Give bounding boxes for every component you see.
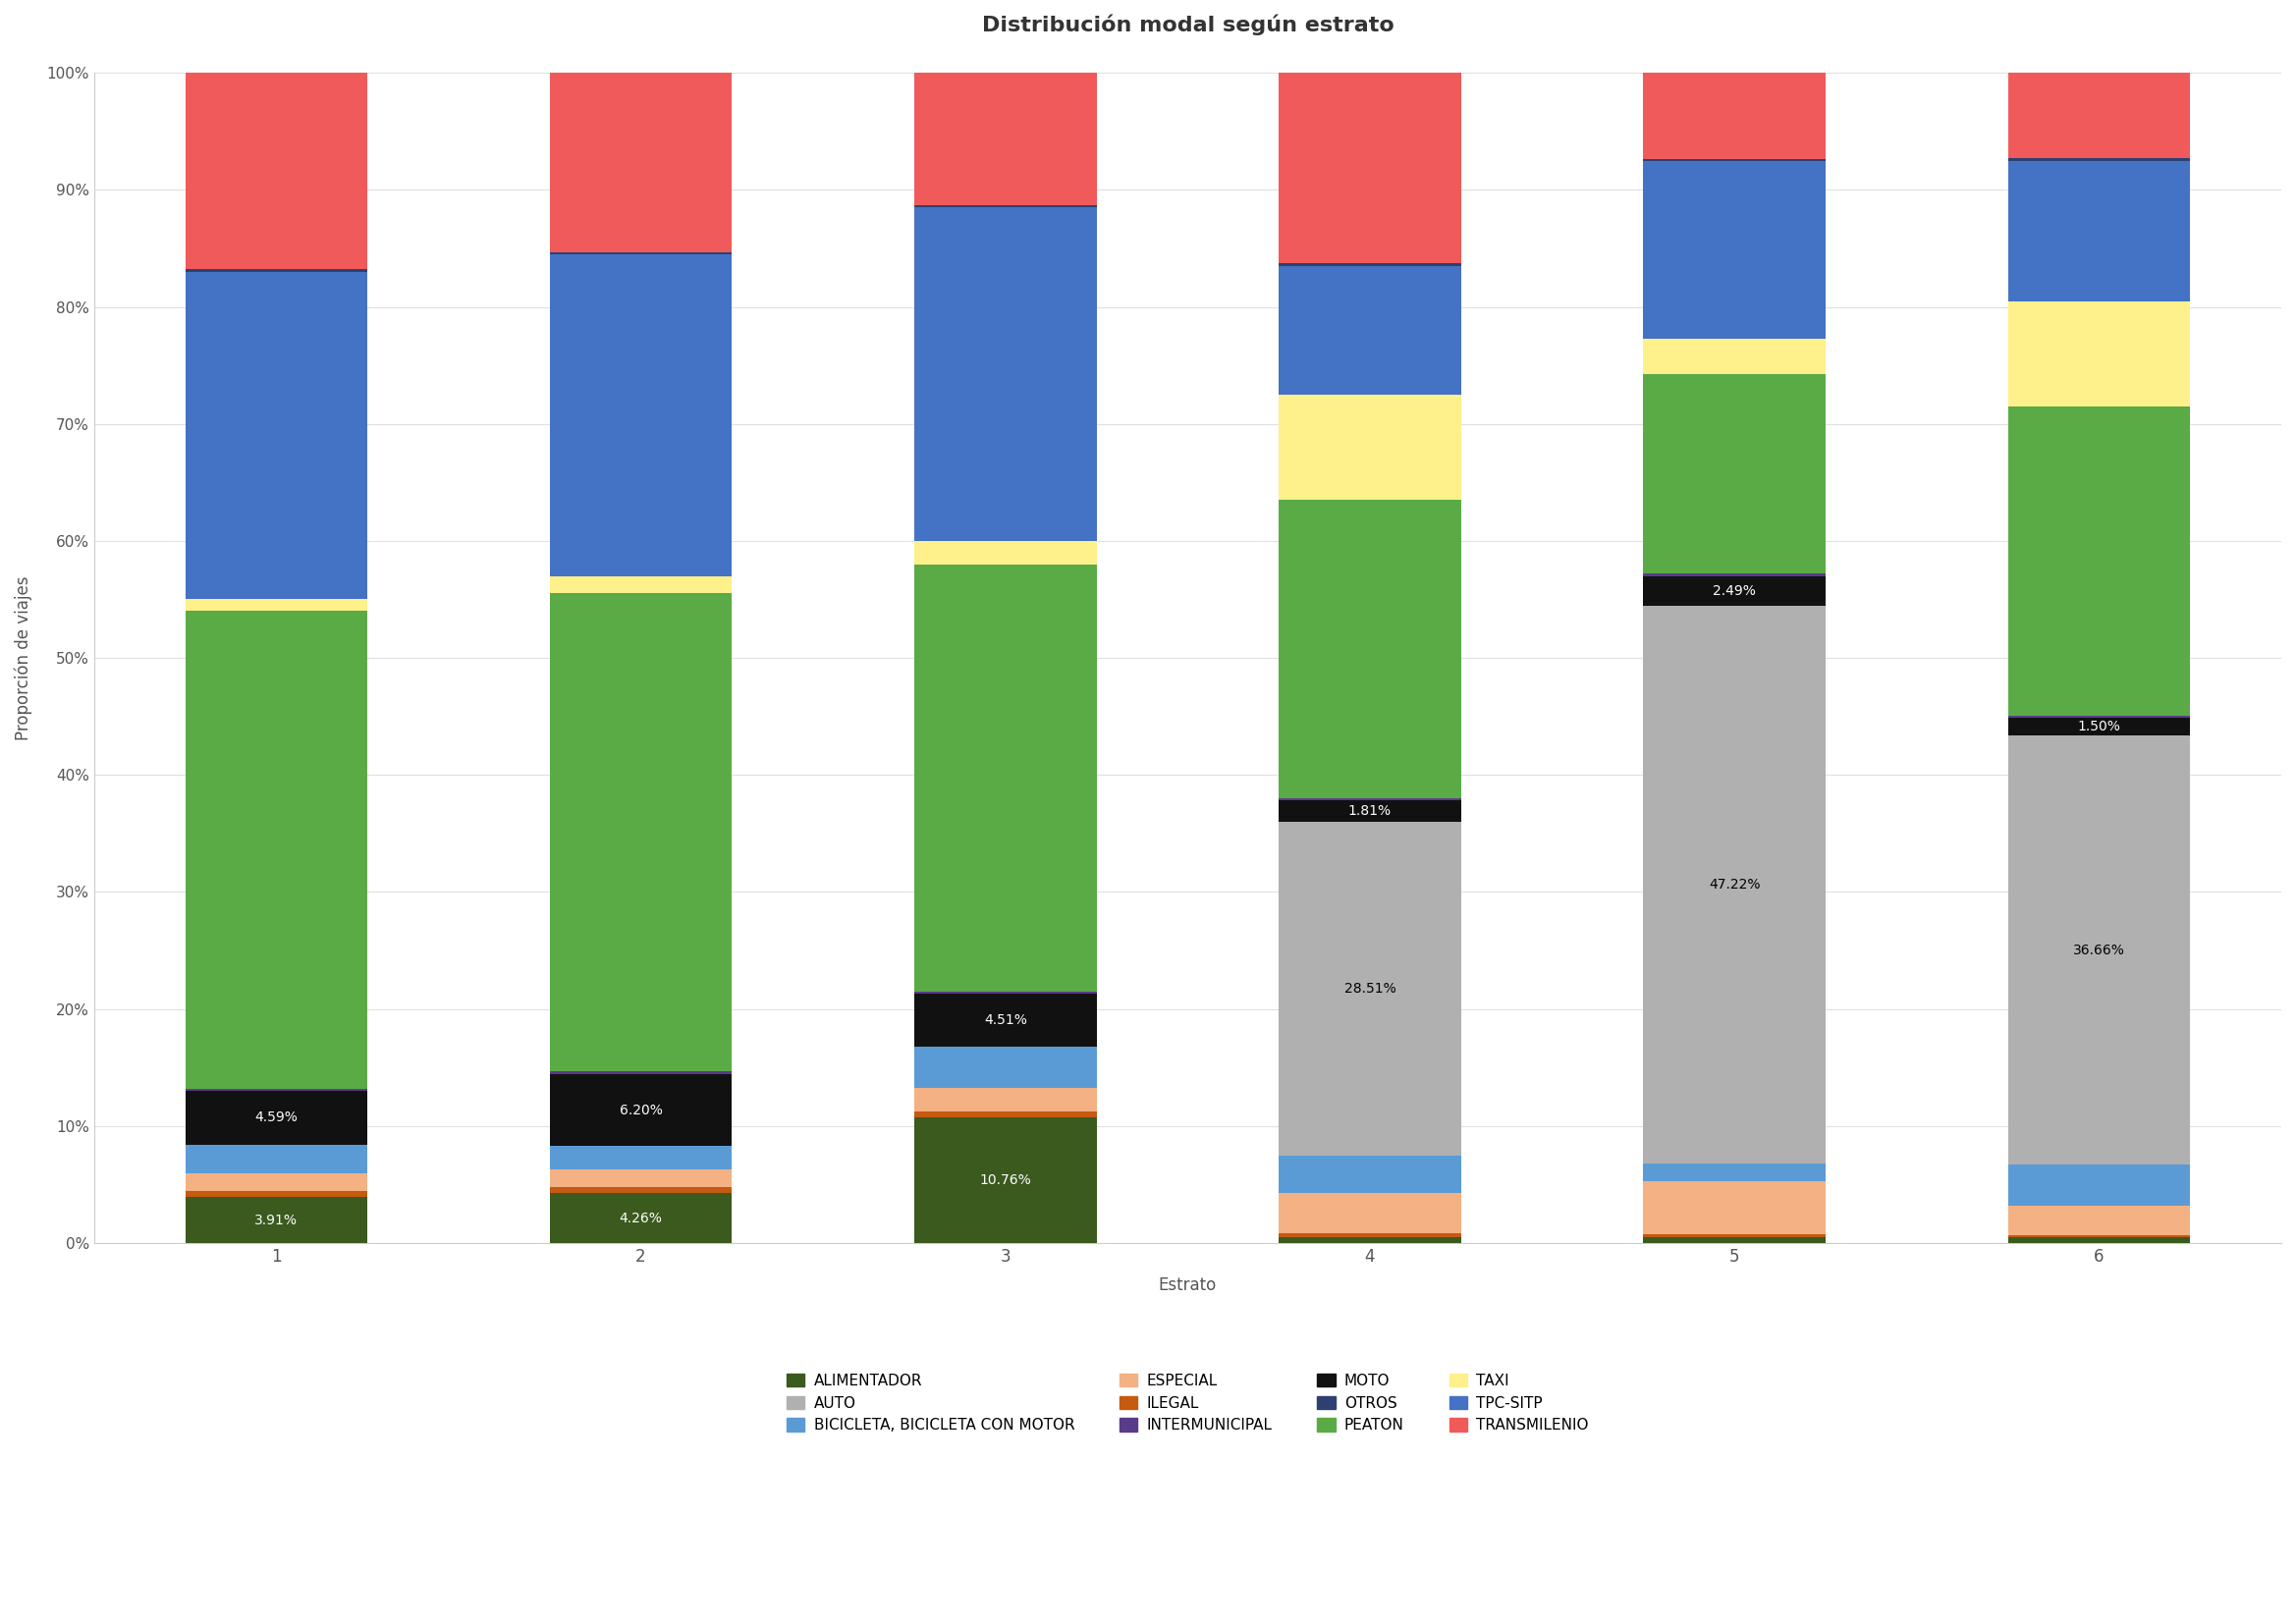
Bar: [1644, 339, 1825, 374]
Bar: [914, 541, 1097, 564]
Bar: [186, 1192, 367, 1197]
Bar: [2009, 1164, 2190, 1205]
Bar: [549, 1072, 732, 1073]
Text: 36.66%: 36.66%: [2073, 944, 2126, 957]
Text: 47.22%: 47.22%: [1708, 879, 1761, 892]
Bar: [186, 270, 367, 271]
Bar: [186, 1088, 367, 1091]
Bar: [2009, 1237, 2190, 1242]
Bar: [914, 994, 1097, 1047]
Bar: [1644, 1182, 1825, 1234]
Bar: [914, 564, 1097, 992]
Bar: [186, 1174, 367, 1192]
Bar: [1279, 500, 1460, 797]
Bar: [2009, 1234, 2190, 1237]
Bar: [1644, 577, 1825, 606]
Bar: [2009, 158, 2190, 161]
Bar: [549, 73, 732, 252]
Bar: [549, 1169, 732, 1187]
Text: 1.81%: 1.81%: [1348, 804, 1391, 818]
Bar: [914, 73, 1097, 205]
Bar: [2009, 736, 2190, 1164]
Bar: [2009, 1205, 2190, 1234]
Bar: [2009, 406, 2190, 716]
Bar: [1279, 395, 1460, 500]
Bar: [1644, 159, 1825, 161]
Text: 6.20%: 6.20%: [620, 1103, 661, 1117]
Bar: [549, 252, 732, 255]
Bar: [1279, 1155, 1460, 1192]
Bar: [1279, 263, 1460, 266]
Bar: [2009, 300, 2190, 406]
Bar: [914, 1088, 1097, 1111]
Text: 2.49%: 2.49%: [1713, 585, 1756, 598]
Bar: [1644, 1234, 1825, 1237]
Bar: [186, 271, 367, 599]
Bar: [1644, 1164, 1825, 1182]
Text: 10.76%: 10.76%: [980, 1173, 1031, 1187]
X-axis label: Estrato: Estrato: [1159, 1276, 1217, 1294]
Bar: [1644, 161, 1825, 339]
Legend: ALIMENTADOR, AUTO, BICICLETA, BICICLETA CON MOTOR, ESPECIAL, ILEGAL, INTERMUNICI: ALIMENTADOR, AUTO, BICICLETA, BICICLETA …: [781, 1367, 1593, 1439]
Bar: [186, 1091, 367, 1145]
Bar: [186, 1145, 367, 1174]
Bar: [1279, 1234, 1460, 1237]
Bar: [1644, 606, 1825, 1164]
Text: 3.91%: 3.91%: [255, 1213, 298, 1226]
Bar: [914, 1047, 1097, 1088]
Bar: [186, 611, 367, 1088]
Bar: [549, 593, 732, 1072]
Bar: [1279, 797, 1460, 801]
Bar: [914, 1117, 1097, 1242]
Bar: [549, 1147, 732, 1169]
Bar: [1279, 1237, 1460, 1242]
Bar: [186, 1197, 367, 1242]
Bar: [186, 73, 367, 270]
Bar: [1644, 1237, 1825, 1242]
Bar: [2009, 718, 2190, 736]
Bar: [2009, 716, 2190, 718]
Bar: [549, 1194, 732, 1242]
Bar: [1644, 573, 1825, 577]
Bar: [914, 205, 1097, 208]
Bar: [1279, 1192, 1460, 1234]
Bar: [549, 1187, 732, 1194]
Text: 4.26%: 4.26%: [620, 1212, 661, 1224]
Bar: [2009, 73, 2190, 158]
Bar: [1279, 73, 1460, 263]
Bar: [1279, 801, 1460, 822]
Bar: [1279, 822, 1460, 1155]
Bar: [1279, 266, 1460, 395]
Bar: [549, 1073, 732, 1147]
Bar: [1644, 73, 1825, 159]
Bar: [549, 255, 732, 577]
Bar: [914, 992, 1097, 994]
Bar: [2009, 161, 2190, 300]
Text: 1.50%: 1.50%: [2078, 719, 2122, 734]
Bar: [186, 599, 367, 611]
Title: Distribución modal según estrato: Distribución modal según estrato: [983, 15, 1394, 36]
Bar: [914, 1111, 1097, 1117]
Text: 28.51%: 28.51%: [1343, 981, 1396, 996]
Bar: [914, 208, 1097, 541]
Text: 4.51%: 4.51%: [985, 1013, 1026, 1028]
Bar: [549, 577, 732, 593]
Y-axis label: Proporción de viajes: Proporción de viajes: [14, 575, 32, 741]
Text: 4.59%: 4.59%: [255, 1111, 298, 1124]
Bar: [1644, 374, 1825, 573]
